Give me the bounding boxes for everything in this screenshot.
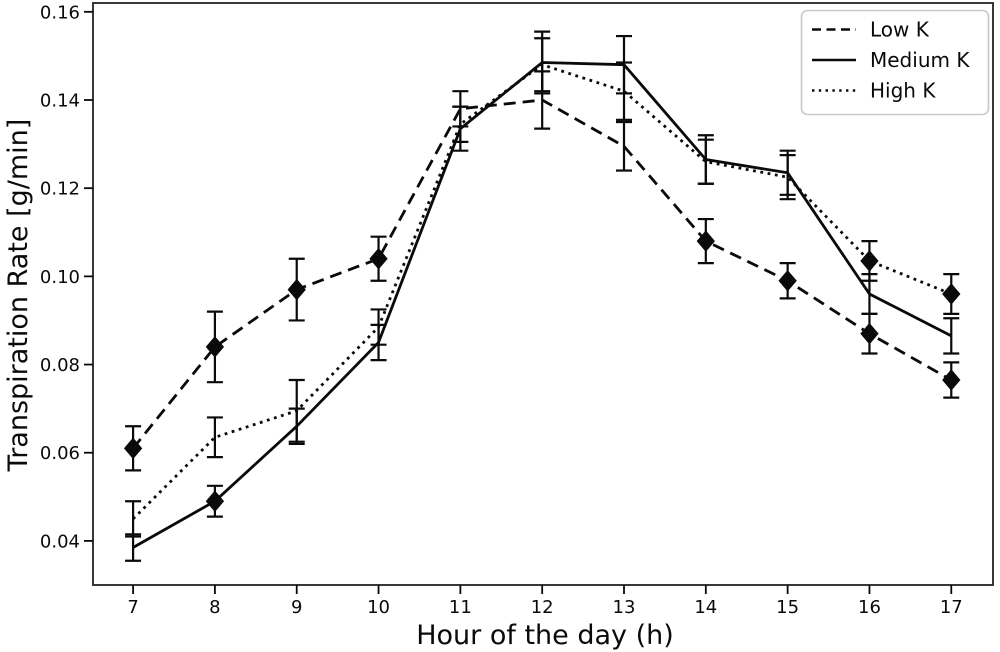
diamond-marker: [696, 230, 715, 252]
y-tick-label: 0.10: [40, 267, 80, 288]
diamond-marker: [942, 369, 961, 391]
x-axis-label: Hour of the day (h): [416, 620, 674, 651]
x-tick-label: 17: [940, 597, 963, 618]
x-tick-label: 8: [209, 597, 220, 618]
diamond-marker: [205, 336, 225, 358]
diamond-marker: [860, 250, 879, 272]
legend-label-low-k: Low K: [870, 18, 930, 42]
diamond-marker: [369, 247, 388, 270]
legend-box: [800, 9, 990, 116]
x-tick-label: 11: [449, 597, 472, 618]
legend-label-high-k: High K: [870, 79, 936, 103]
data-series: [123, 30, 961, 562]
y-tick-label: 0.06: [40, 443, 80, 464]
x-tick-label: 16: [858, 597, 881, 618]
series-line-high-k: [132, 63, 952, 520]
diamond-marker: [287, 278, 306, 301]
x-tick-label: 15: [776, 597, 799, 618]
y-axis-ticks: 0.04 0.06 0.08 0.10 0.12 0.14 0.16: [40, 2, 93, 552]
series-line-low-k: [132, 98, 952, 450]
legend: Low K Medium K High K: [800, 9, 990, 116]
y-tick-label: 0.14: [40, 91, 80, 112]
y-tick-label: 0.12: [40, 179, 80, 200]
y-axis-label: Transpiration Rate [g/min]: [3, 119, 34, 473]
x-tick-label: 7: [127, 597, 138, 618]
x-tick-label: 14: [694, 597, 717, 618]
diamond-marker: [123, 437, 143, 460]
x-tick-label: 12: [531, 597, 554, 618]
diamond-marker: [778, 270, 797, 292]
x-axis-ticks: 7 8 9 10 11 12 13 14 15 16 17: [127, 585, 963, 618]
x-tick-label: 13: [613, 597, 636, 618]
series-low-k: [123, 70, 961, 472]
series-high-k: [125, 37, 961, 538]
x-tick-label: 10: [367, 597, 390, 618]
error-bars-low-k: [125, 70, 960, 472]
y-tick-label: 0.04: [40, 531, 80, 552]
y-tick-label: 0.16: [40, 2, 80, 23]
series-line-medium-k: [132, 61, 952, 549]
diamond-marker: [860, 322, 879, 345]
legend-label-medium-k: Medium K: [870, 48, 970, 72]
diamond-marker: [942, 283, 961, 305]
diamond-marker: [205, 490, 225, 512]
x-tick-label: 9: [291, 597, 302, 618]
y-tick-label: 0.08: [40, 355, 80, 376]
